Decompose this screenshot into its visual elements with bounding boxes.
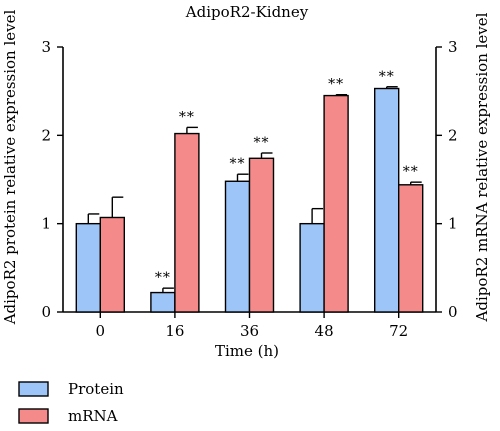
x-tick-label: 36 xyxy=(240,322,259,340)
legend: Protein mRNA xyxy=(18,380,124,425)
bar-protein-0 xyxy=(75,222,102,313)
y-tick-label-left: 2 xyxy=(41,126,51,144)
x-tick-label: 16 xyxy=(165,322,184,340)
chart-title: AdipoR2-Kidney xyxy=(185,3,309,21)
significance-label: ** xyxy=(328,77,344,93)
y-tick-label-left: 1 xyxy=(41,215,51,233)
bar-mrna-16 xyxy=(174,132,200,313)
bar-mrna-48 xyxy=(323,94,349,313)
x-axis-title: Time (h) xyxy=(215,342,279,360)
bar-mrna-36 xyxy=(248,157,275,313)
legend-item-protein: Protein xyxy=(18,380,124,398)
significance-label: ** xyxy=(403,164,419,180)
plot-area: 0 0 1 1 2 2 3 3 0 16 ** ** 36 ** ** 48 ** 72 ** ** xyxy=(41,38,457,340)
significance-label: ** xyxy=(379,69,395,85)
bar-mrna-72 xyxy=(398,184,424,313)
legend-swatch-mrna xyxy=(18,408,49,424)
legend-label-protein: Protein xyxy=(68,380,124,398)
x-tick-label: 0 xyxy=(96,322,106,340)
bar-protein-16 xyxy=(150,291,176,313)
y-tick-label-right: 1 xyxy=(448,215,458,233)
significance-label: ** xyxy=(254,135,270,151)
x-tick-label: 48 xyxy=(315,322,334,340)
legend-swatch-protein xyxy=(18,381,49,397)
y-axis-title-left: AdipoR2 protein relative expression leve… xyxy=(1,10,19,326)
significance-label: ** xyxy=(155,270,171,286)
legend-label-mrna: mRNA xyxy=(68,407,118,425)
y-tick-label-right: 0 xyxy=(448,303,458,321)
y-axis-title-right: AdipoR2 mRNA relative expression level xyxy=(473,12,491,322)
bar-protein-72 xyxy=(374,87,400,313)
y-tick-label-left: 3 xyxy=(41,38,51,56)
significance-label: ** xyxy=(179,109,195,125)
bar-mrna-0 xyxy=(99,216,126,313)
y-tick-label-right: 2 xyxy=(448,126,458,144)
y-tick-label-left: 0 xyxy=(41,303,51,321)
significance-label: ** xyxy=(230,156,246,172)
bar-protein-48 xyxy=(299,222,325,313)
legend-item-mrna: mRNA xyxy=(18,407,118,425)
bar-protein-36 xyxy=(224,180,251,313)
x-tick-label: 72 xyxy=(389,322,408,340)
y-tick-label-right: 3 xyxy=(448,38,458,56)
